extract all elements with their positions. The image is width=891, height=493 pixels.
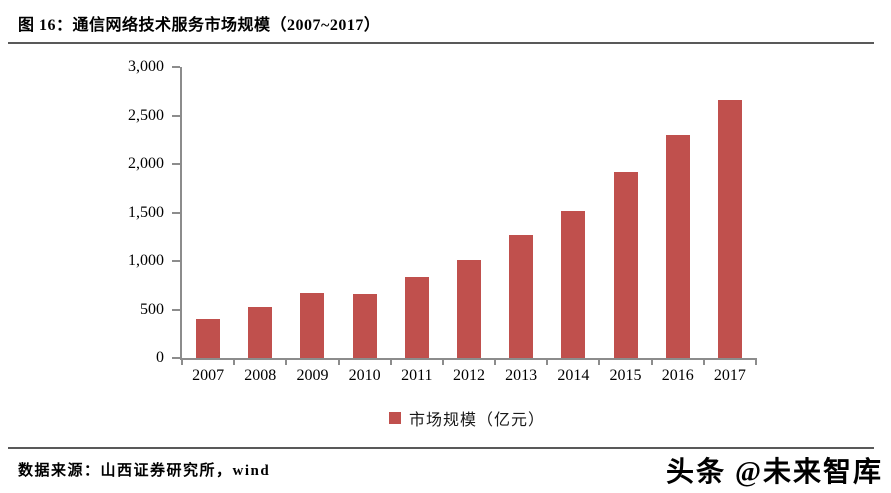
title-divider	[8, 42, 874, 44]
y-axis-tick-label: 2,000	[128, 155, 164, 172]
x-axis-tick	[337, 358, 340, 365]
figure-title: 图 16：通信网络技术服务市场规模（2007~2017）	[18, 17, 381, 34]
x-axis-tick-label: 2007	[192, 367, 225, 384]
legend-marker	[388, 412, 401, 424]
bar-2007	[196, 319, 221, 358]
y-axis-tick	[172, 357, 180, 359]
x-axis-tick-label: 2014	[557, 367, 590, 384]
bar-2016	[665, 135, 690, 358]
x-axis-tick-label: 2010	[348, 367, 381, 384]
y-axis-tick	[172, 114, 180, 117]
y-axis-tick-label: 1,500	[128, 203, 164, 221]
x-axis-tick-label: 2016	[661, 367, 694, 384]
bar-chart-plot-area: 0 500 1,000 1,500 2,000 2,500 3,000 2007 2008 200…	[128, 58, 757, 384]
x-axis-tick	[389, 358, 392, 365]
x-axis-tick	[755, 358, 757, 365]
x-axis-tick	[441, 358, 444, 365]
chart-legend: 市场规模（亿元）	[180, 406, 754, 430]
source-note: 数据来源：山西证券研究所，wind	[18, 463, 271, 479]
bar-2014	[561, 210, 586, 358]
watermark: 头条 @未来智库	[665, 457, 883, 488]
x-axis-tick-label: 2015	[609, 367, 642, 384]
y-axis-tick	[172, 260, 180, 262]
bar-2013	[509, 235, 534, 358]
footer-divider	[8, 447, 874, 449]
x-axis-tick-label: 2012	[452, 367, 485, 384]
x-axis-tick	[494, 358, 497, 365]
bar-2017	[717, 99, 742, 358]
bar-2015	[613, 172, 638, 358]
x-axis-tick-label: 2013	[505, 367, 538, 384]
x-axis-tick	[285, 358, 288, 365]
bar-2010	[352, 293, 377, 358]
x-axis-tick	[546, 358, 549, 365]
y-axis-tick	[172, 211, 180, 214]
y-axis-tick	[172, 163, 180, 165]
x-axis-tick	[598, 358, 601, 365]
y-axis-tick-label: 0	[156, 349, 164, 366]
bar-2012	[457, 259, 481, 358]
x-axis-tick	[181, 358, 183, 365]
y-axis-tick-label: 1,000	[128, 252, 164, 269]
x-axis-tick-label: 2017	[713, 367, 746, 384]
y-axis-tick	[172, 308, 180, 311]
y-axis-tick-label: 2,500	[128, 106, 164, 124]
x-axis-tick	[650, 358, 653, 365]
y-axis-tick	[172, 66, 180, 68]
x-axis-tick	[702, 358, 705, 365]
x-axis-tick-label: 2009	[296, 367, 329, 384]
y-axis-tick-label: 3,000	[128, 58, 164, 75]
x-axis-tick-label: 2011	[401, 367, 433, 384]
legend-label: 市场规模（亿元）	[408, 412, 545, 429]
x-axis-tick-label: 2008	[244, 367, 277, 384]
bar-2008	[248, 307, 273, 358]
y-axis-tick-label: 500	[140, 300, 164, 318]
bar-2011	[404, 276, 429, 358]
bar-2009	[300, 293, 325, 358]
x-axis-tick	[233, 358, 236, 365]
